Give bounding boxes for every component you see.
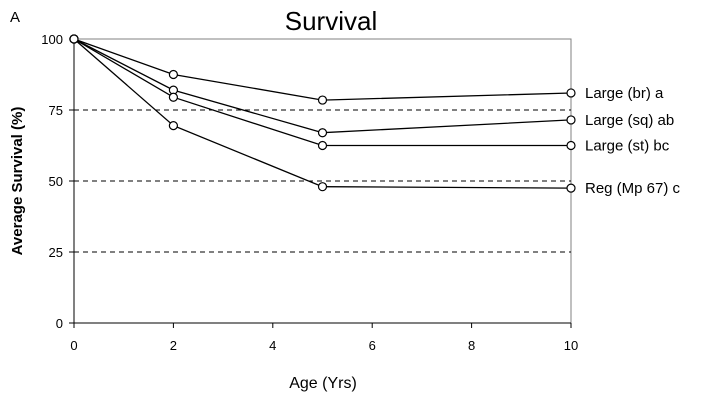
series-2-point — [566, 115, 576, 125]
series-3-point — [317, 140, 328, 151]
series-1-point — [168, 69, 178, 80]
x-tick-label: 10 — [564, 338, 578, 353]
series-3-point — [566, 140, 576, 151]
chart-title: Survival — [285, 6, 377, 36]
gridlines — [74, 109, 571, 253]
y-axis: 0 25 50 75 100 — [41, 32, 75, 331]
series-line-3 — [73, 38, 571, 147]
series-label-2: Large (sq) ab — [585, 112, 674, 129]
series-lines — [73, 38, 572, 189]
x-tick-label: 0 — [70, 338, 77, 353]
series-line-4 — [73, 38, 572, 189]
panel-label: A — [10, 9, 20, 26]
x-tick-label: 6 — [369, 338, 376, 353]
x-tick-label: 4 — [269, 338, 276, 353]
x-tick-label: 2 — [170, 338, 177, 353]
series-labels: Large (br) a Large (sq) ab Large (st) bc Re… — [585, 85, 681, 197]
series-4-point — [566, 183, 576, 193]
y-axis-title: Average Survival (%) — [9, 107, 26, 256]
y-tick-label: 25 — [49, 245, 63, 260]
x-axis-title: Age (Yrs) — [289, 375, 357, 392]
series-4-point — [168, 121, 178, 131]
y-tick-label: 50 — [49, 174, 63, 189]
series-4-point — [317, 182, 328, 192]
y-tick-label: 0 — [56, 316, 63, 331]
x-axis: 0 2 4 6 8 10 — [70, 322, 578, 353]
series-label-3: Large (st) bc — [585, 138, 670, 155]
y-tick-label: 100 — [41, 32, 63, 47]
x-tick-label: 8 — [468, 338, 475, 353]
series-line-1 — [73, 38, 572, 101]
series-1-point — [566, 88, 576, 98]
series-points — [69, 34, 576, 193]
series-3-point — [168, 92, 178, 102]
series-line-2 — [73, 38, 572, 134]
series-label-4: Reg (Mp 67) c — [585, 180, 681, 197]
series-4-point — [69, 34, 79, 44]
series-label-1: Large (br) a — [585, 85, 664, 102]
series-1-point — [317, 95, 328, 105]
y-tick-label: 75 — [49, 103, 63, 118]
series-2-point — [317, 128, 328, 138]
